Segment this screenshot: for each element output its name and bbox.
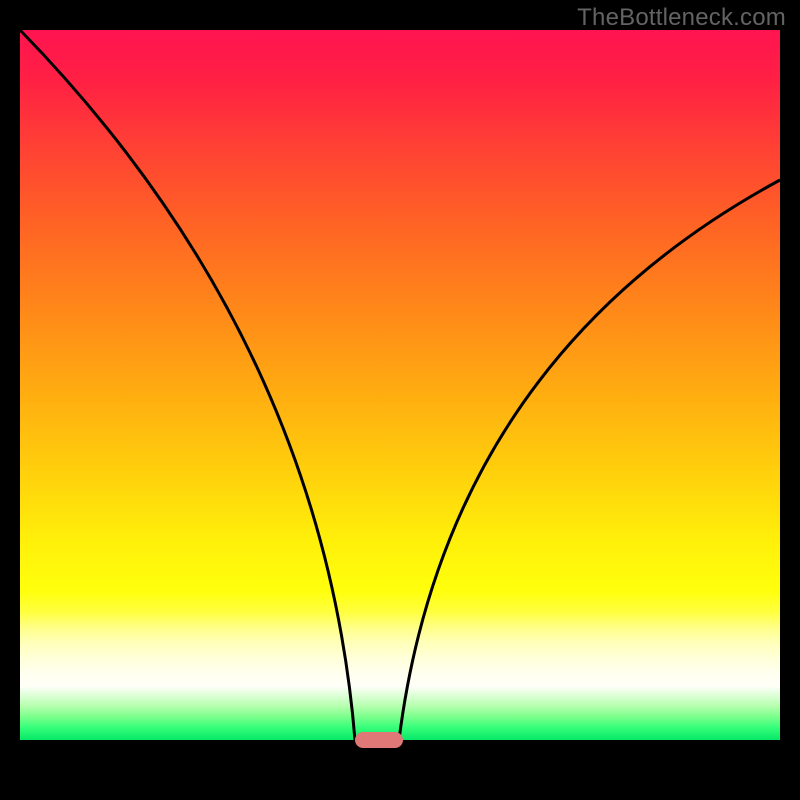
optimum-marker (355, 732, 403, 748)
watermark-text: TheBottleneck.com (577, 4, 786, 32)
bottleneck-chart (0, 0, 800, 800)
plot-gradient-area (20, 30, 780, 740)
canvas: TheBottleneck.com (0, 0, 800, 800)
